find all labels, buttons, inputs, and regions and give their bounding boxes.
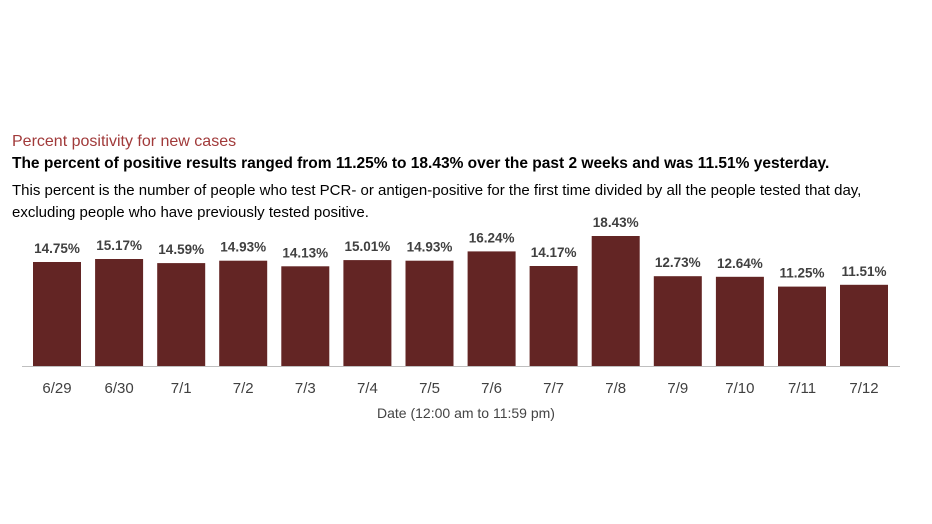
bar-7-12 — [840, 284, 888, 366]
data-label-7-7: 14.17% — [531, 245, 577, 260]
data-label-7-9: 12.73% — [655, 255, 701, 270]
x-tick-label-7-3: 7/3 — [295, 380, 316, 397]
data-label-6-29: 14.75% — [34, 241, 80, 256]
x-tick-label-7-2: 7/2 — [233, 380, 254, 397]
data-label-7-8: 18.43% — [593, 215, 639, 230]
data-label-7-2: 14.93% — [220, 240, 266, 255]
data-label-7-4: 15.01% — [345, 239, 391, 254]
x-tick-label-7-4: 7/4 — [357, 380, 378, 397]
data-label-7-11: 11.25% — [779, 266, 824, 281]
x-tick-label-7-7: 7/7 — [543, 380, 564, 397]
x-tick-label-7-5: 7/5 — [419, 380, 440, 397]
bar-7-10 — [715, 276, 764, 366]
chart-heading: Percent positivity for new cases — [12, 133, 237, 150]
chart-description: This percent is the number of people who… — [12, 180, 924, 224]
x-tick-label-7-11: 7/11 — [788, 380, 816, 397]
x-tick-label-7-6: 7/6 — [481, 380, 502, 397]
bar-7-5 — [405, 260, 454, 366]
bar-7-1 — [157, 263, 206, 366]
bar-7-3 — [281, 266, 330, 366]
bar-7-2 — [219, 260, 268, 366]
description-line-2: excluding people who have previously tes… — [12, 204, 369, 221]
bar-7-7 — [529, 266, 578, 366]
bar-6-30 — [95, 259, 144, 366]
x-tick-label-7-8: 7/8 — [605, 380, 626, 397]
data-label-7-3: 14.13% — [282, 245, 328, 260]
x-tick-label-7-9: 7/9 — [667, 380, 688, 397]
data-label-7-1: 14.59% — [158, 242, 204, 257]
chart-subtitle: The percent of positive results ranged f… — [12, 155, 830, 172]
data-label-7-5: 14.93% — [407, 240, 453, 255]
data-label-6-30: 15.17% — [96, 238, 142, 253]
bar-7-8 — [591, 236, 640, 366]
x-tick-label-7-1: 7/1 — [171, 380, 192, 397]
data-label-7-6: 16.24% — [469, 230, 515, 245]
bar-7-9 — [653, 276, 702, 366]
x-axis-title: Date (12:00 am to 11:59 pm) — [377, 405, 555, 421]
x-tick-label-7-10: 7/10 — [725, 380, 754, 397]
bar-6-29 — [33, 262, 81, 366]
bar-7-6 — [467, 251, 516, 366]
x-tick-label-6-29: 6/29 — [42, 380, 71, 397]
bar-7-4 — [343, 260, 392, 366]
description-line-1: This percent is the number of people who… — [12, 182, 862, 199]
x-tick-label-6-30: 6/30 — [104, 380, 133, 397]
x-tick-label-7-12: 7/12 — [849, 380, 878, 397]
data-label-7-12: 11.51% — [841, 264, 886, 279]
bar-7-11 — [778, 286, 826, 366]
data-label-7-10: 12.64% — [717, 256, 763, 271]
